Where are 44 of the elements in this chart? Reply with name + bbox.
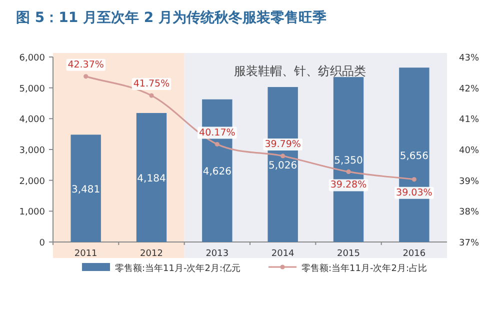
point xyxy=(412,177,416,182)
x-tick-label: 2011 xyxy=(74,249,98,259)
data-label: 39.03% xyxy=(396,187,432,198)
legend-label: 零售额:当年11月-次年2月:占比 xyxy=(302,263,427,274)
x-tick-label: 2012 xyxy=(140,249,163,259)
y-tick-label: 3,000 xyxy=(19,146,46,156)
legend-label: 零售额:当年11月-次年2月:亿元 xyxy=(115,263,240,274)
x-tick-label: 2016 xyxy=(402,249,426,259)
y-tick-label: 5,000 xyxy=(19,84,46,94)
y2-tick-label: 42% xyxy=(459,84,480,94)
data-label: 3,481 xyxy=(72,184,100,196)
x-tick-label: 2015 xyxy=(337,249,360,259)
data-label: 42.37% xyxy=(68,59,104,70)
y2-tick-label: 40% xyxy=(459,146,480,156)
point xyxy=(346,169,351,174)
data-label: 5,026 xyxy=(268,160,298,172)
y2-tick-label: 37% xyxy=(459,238,480,248)
y-tick-label: 0 xyxy=(39,238,46,248)
data-label: 40.17% xyxy=(199,127,236,138)
data-label: 39.28% xyxy=(330,180,367,191)
data-label: 4,626 xyxy=(202,166,232,178)
y2-tick-label: 41% xyxy=(459,115,480,126)
point xyxy=(280,154,286,158)
y-tick-label: 4,000 xyxy=(19,115,46,126)
data-label: 39.79% xyxy=(264,138,301,150)
y-tick-label: 2,000 xyxy=(19,176,46,187)
y2-tick-label: 39% xyxy=(459,176,480,187)
data-label: 41.75% xyxy=(133,78,170,90)
data-label: 4,184 xyxy=(137,173,166,184)
bar xyxy=(136,112,167,242)
y-tick-label: 6,000 xyxy=(19,54,46,64)
annotation: 服装鞋帽、针、纺织品类 xyxy=(234,64,366,78)
point xyxy=(84,74,88,79)
chart-title: 图 5：11 月至次年 2 月为传统秋冬服装零售旺季 xyxy=(16,9,326,26)
x-tick-label: 2014 xyxy=(271,249,295,259)
point xyxy=(149,93,154,98)
data-label: 5,656 xyxy=(400,150,428,162)
point xyxy=(214,142,220,147)
bar xyxy=(70,134,101,242)
data-label: 5,350 xyxy=(334,156,363,167)
y-tick-label: 1,000 xyxy=(19,208,46,218)
y2-tick-label: 38% xyxy=(459,208,480,218)
x-tick-label: 2013 xyxy=(206,249,229,259)
y2-tick-label: 43% xyxy=(459,54,480,64)
